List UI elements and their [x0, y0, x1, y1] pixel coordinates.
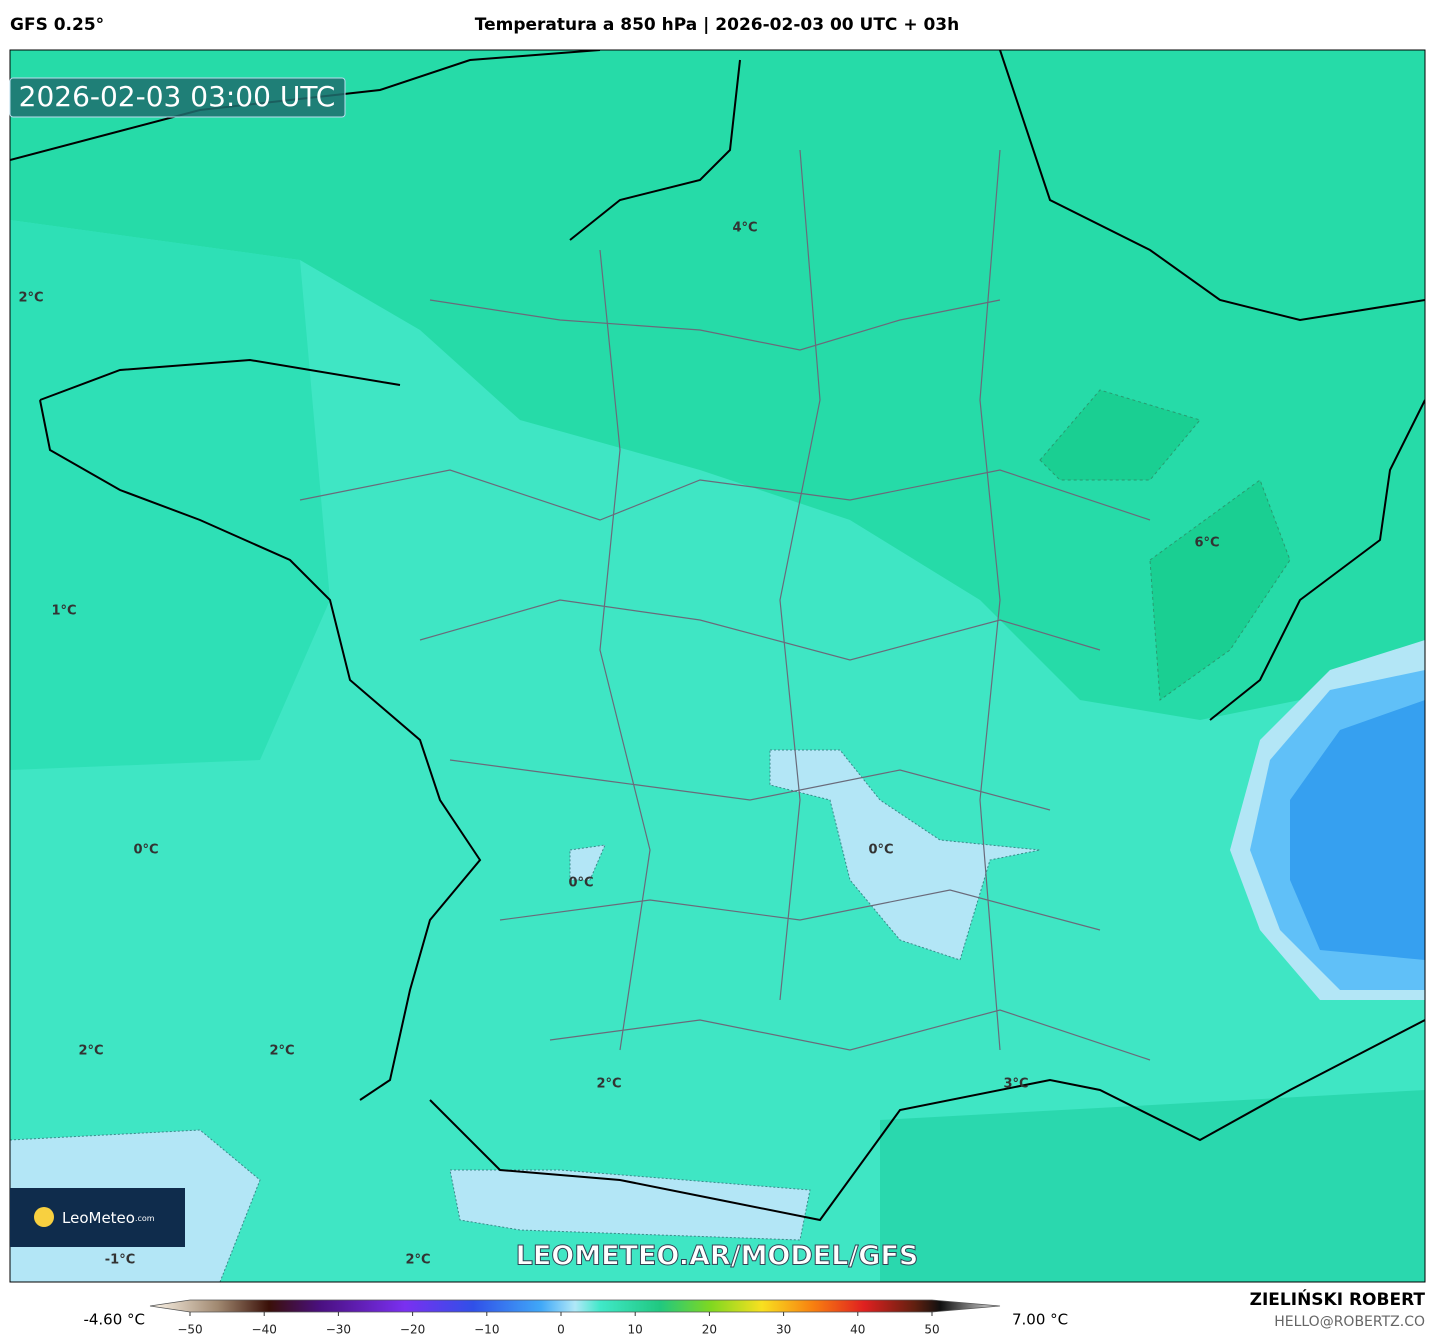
email: HELLO@ROBERTZ.CO	[1274, 1314, 1425, 1330]
watermark: LEOMETEO.AR/MODEL/GFS	[516, 1241, 919, 1272]
model-name: GFS 0.25°	[10, 15, 104, 35]
colorbar-tick-label: 40	[850, 1323, 865, 1337]
logo-suffix: .com	[135, 1214, 155, 1223]
isotherm-label: 2°C	[78, 1044, 103, 1059]
isotherm-label: -1°C	[105, 1253, 135, 1268]
isotherm-label: 1°C	[51, 604, 76, 619]
colorbar-tick-label: −40	[252, 1323, 277, 1337]
colorbar-tick-label: −30	[326, 1323, 351, 1337]
isotherm-label: 0°C	[133, 843, 158, 858]
colorbar-tick-label: 0	[557, 1323, 565, 1337]
map	[10, 50, 1425, 1282]
colorbar-tick-label: 10	[628, 1323, 643, 1337]
colorbar-min: -4.60 °C	[83, 1311, 145, 1329]
colorbar-max: 7.00 °C	[1012, 1311, 1068, 1329]
map-frame	[9, 49, 1426, 1283]
author: ZIELIŃSKI ROBERT	[1250, 1288, 1426, 1310]
colorbar-tick-label: 30	[776, 1323, 791, 1337]
isotherm-label: 2°C	[18, 291, 43, 306]
isotherm-label: 2°C	[269, 1044, 294, 1059]
timestamp: 2026-02-03 03:00 UTC	[19, 80, 336, 113]
isotherm-label: 2°C	[596, 1077, 621, 1092]
logo-sun	[34, 1207, 54, 1227]
isotherm-label: 0°C	[568, 876, 593, 891]
map-title: Temperatura a 850 hPa | 2026-02-03 00 UT…	[475, 15, 960, 35]
colorbar-tick-label: 20	[702, 1323, 717, 1337]
colorbar-tick-label: −50	[177, 1323, 202, 1337]
isotherm-label: 4°C	[732, 221, 757, 236]
colorbar-tick-label: −20	[400, 1323, 425, 1337]
colorbar-tick-label: 50	[924, 1323, 939, 1337]
isotherm-label: 0°C	[868, 843, 893, 858]
colorbar-tick-label: −10	[474, 1323, 499, 1337]
timestamp-box	[9, 77, 346, 118]
isotherm-label: 6°C	[1194, 536, 1219, 551]
isotherm-label: 3°C	[1003, 1077, 1028, 1092]
isotherm-label: 2°C	[405, 1253, 430, 1268]
colorbar	[149, 1299, 1001, 1313]
logo-name: LeoMeteo	[62, 1209, 135, 1227]
logo-text: LeoMeteo.com	[62, 1209, 155, 1227]
